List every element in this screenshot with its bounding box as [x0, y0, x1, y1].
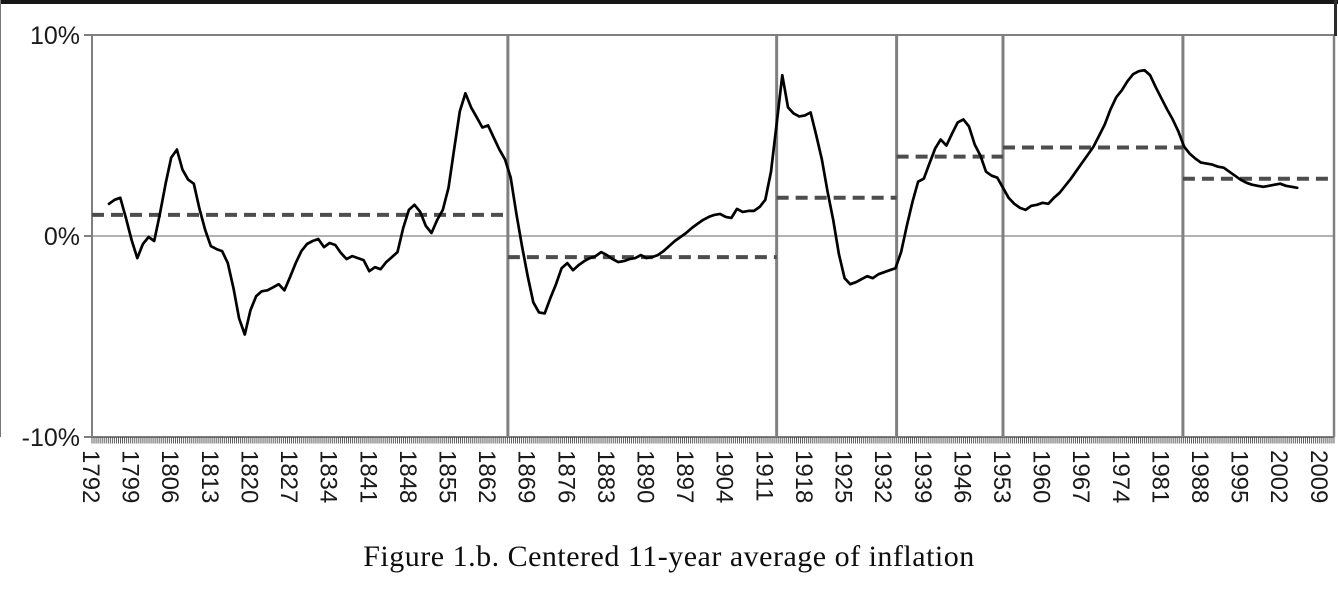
page-border-right [1334, 0, 1337, 36]
x-axis-label: 1925 [830, 450, 857, 503]
x-axis-label: 1897 [671, 450, 698, 503]
x-axis-label: 1841 [354, 450, 381, 503]
x-axis-label: 1911 [750, 450, 777, 502]
x-axis-label: 1862 [473, 450, 500, 503]
x-axis-label: 1890 [632, 450, 659, 503]
x-axis-label: 1834 [315, 450, 342, 503]
x-axis-label: 1932 [869, 450, 896, 503]
page-border-top [0, 0, 1338, 4]
figure-caption: Figure 1.b. Centered 11-year average of … [363, 540, 975, 573]
x-axis-label: 1792 [77, 450, 104, 503]
x-axis-label: 1883 [592, 450, 619, 503]
x-axis-label: 1904 [711, 450, 738, 503]
x-axis-label: 1960 [1028, 450, 1055, 503]
y-axis-label: 0% [44, 223, 80, 251]
page-border-left [0, 0, 1, 437]
x-axis-label: 1918 [790, 450, 817, 503]
x-axis-label: 1981 [1146, 450, 1173, 503]
x-axis-label: 1939 [909, 450, 936, 503]
x-axis-label: 1855 [433, 450, 460, 503]
y-axis-label: -10% [22, 424, 80, 452]
x-axis-label: 1820 [235, 450, 262, 503]
x-axis-label: 1806 [156, 450, 183, 503]
x-axis-label: 1876 [552, 450, 579, 503]
x-axis-label: 1799 [117, 450, 144, 503]
inflation-line-chart: 1792 1799 1806 1813 1820 1827 1834 1841 1848 1855… [22, 22, 1336, 503]
x-axis-label: 1953 [988, 450, 1015, 503]
y-axis-label: 10% [30, 22, 80, 50]
x-axis-label: 2002 [1265, 450, 1292, 503]
x-axis-label: 1995 [1226, 450, 1253, 503]
x-axis-label: 1869 [513, 450, 540, 503]
x-axis-label: 1813 [196, 450, 223, 503]
x-axis-label: 1827 [275, 450, 302, 503]
x-axis-label: 1988 [1186, 450, 1213, 503]
inflation-series-line [107, 68, 1299, 336]
x-axis-label: 2009 [1305, 450, 1332, 503]
x-axis-label: 1967 [1067, 450, 1094, 503]
x-axis-label: 1946 [948, 450, 975, 503]
x-axis-label: 1848 [394, 450, 421, 503]
x-axis-label: 1974 [1107, 450, 1134, 503]
